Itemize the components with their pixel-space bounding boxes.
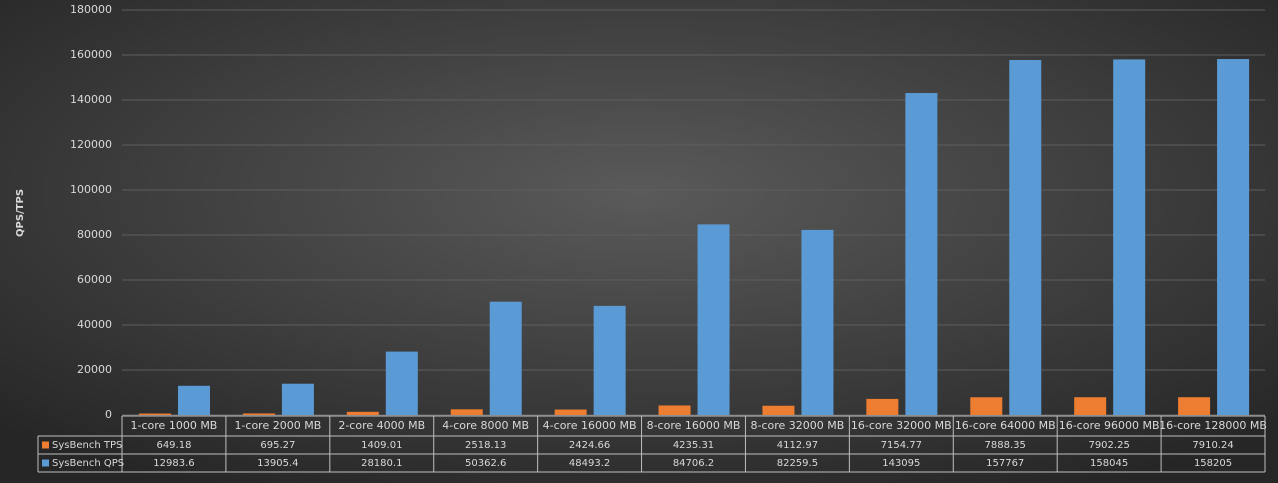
x-tick-label: 4-core 16000 MB — [543, 419, 637, 432]
legend-swatch — [42, 441, 49, 449]
table-value: 7910.24 — [1192, 440, 1233, 451]
y-axis-label: QPS/TPS — [15, 189, 26, 237]
table-value: 12983.6 — [153, 458, 194, 469]
bar — [762, 405, 795, 415]
bar — [554, 409, 587, 415]
table-value: 158205 — [1194, 458, 1232, 469]
table-value: 158045 — [1090, 458, 1128, 469]
table-value: 2518.13 — [465, 440, 506, 451]
legend-label: SysBench QPS — [52, 458, 124, 469]
table-value: 7888.35 — [985, 440, 1026, 451]
x-tick-label: 8-core 32000 MB — [750, 419, 844, 432]
x-tick-label: 16-core 96000 MB — [1059, 419, 1160, 432]
table-value: 157767 — [986, 458, 1024, 469]
y-tick-label: 120000 — [70, 138, 112, 151]
x-tick-label: 8-core 16000 MB — [647, 419, 741, 432]
y-tick-label: 180000 — [70, 3, 112, 16]
bar — [1113, 59, 1146, 416]
table-value: 143095 — [882, 458, 920, 469]
bar — [139, 413, 171, 415]
bar — [385, 351, 418, 415]
table-value: 13905.4 — [257, 458, 298, 469]
legend-label: SysBench TPS — [52, 440, 122, 451]
y-tick-label: 20000 — [77, 363, 112, 376]
table-value: 7902.25 — [1088, 440, 1129, 451]
table-value: 1409.01 — [361, 440, 402, 451]
bar — [697, 224, 730, 415]
y-tick-label: 140000 — [70, 93, 112, 106]
table-value: 50362.6 — [465, 458, 506, 469]
bar — [593, 305, 626, 415]
table-value: 4112.97 — [777, 440, 818, 451]
bar — [658, 405, 691, 415]
table-value: 2424.66 — [569, 440, 610, 451]
table-value: 48493.2 — [569, 458, 610, 469]
x-tick-label: 16-core 64000 MB — [955, 419, 1056, 432]
y-tick-label: 160000 — [70, 48, 112, 61]
y-tick-label: 80000 — [77, 228, 112, 241]
x-tick-label: 16-core 128000 MB — [1159, 419, 1267, 432]
table-value: 4235.31 — [673, 440, 714, 451]
bar — [1074, 397, 1107, 415]
y-tick-label: 100000 — [70, 183, 112, 196]
bar — [905, 93, 938, 415]
bar — [970, 397, 1003, 415]
table-value: 82259.5 — [777, 458, 818, 469]
bar — [242, 413, 275, 415]
x-tick-label: 16-core 32000 MB — [851, 419, 952, 432]
bar — [1217, 59, 1250, 415]
bar — [866, 398, 899, 415]
table-value: 695.27 — [260, 440, 295, 451]
bar — [346, 411, 379, 415]
bar — [1009, 60, 1042, 415]
bar — [801, 229, 834, 415]
x-tick-label: 1-core 1000 MB — [131, 419, 218, 432]
x-tick-label: 1-core 2000 MB — [234, 419, 321, 432]
legend-swatch — [42, 459, 49, 467]
bar — [178, 385, 210, 415]
x-tick-label: 2-core 4000 MB — [338, 419, 425, 432]
table-value: 84706.2 — [673, 458, 714, 469]
bar — [489, 301, 522, 415]
y-tick-label: 0 — [105, 408, 112, 421]
table-value: 7154.77 — [881, 440, 922, 451]
y-tick-label: 60000 — [77, 273, 112, 286]
bar — [1178, 397, 1211, 415]
bar — [281, 383, 314, 415]
table-value: 649.18 — [156, 440, 191, 451]
bar — [450, 409, 483, 415]
x-tick-label: 4-core 8000 MB — [442, 419, 529, 432]
table-value: 28180.1 — [361, 458, 402, 469]
y-tick-label: 40000 — [77, 318, 112, 331]
